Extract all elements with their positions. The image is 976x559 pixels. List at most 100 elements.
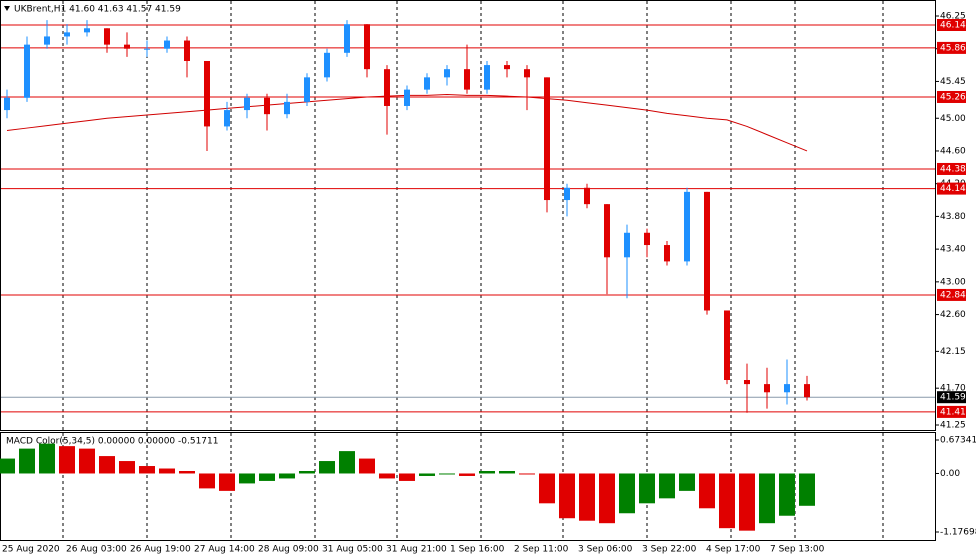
macd-bar <box>439 473 455 475</box>
level-tag <box>937 41 966 54</box>
x-tick-label: 26 Aug 03:00 <box>66 545 127 555</box>
level-label: 45.86 <box>940 43 966 53</box>
macd-bar <box>479 470 495 474</box>
level-label: 45.26 <box>940 92 966 102</box>
candle-body <box>804 384 810 398</box>
candle-body <box>644 232 650 246</box>
macd-bar <box>659 473 675 499</box>
macd-bar <box>379 473 395 479</box>
level-tag <box>937 182 966 195</box>
x-tick-label: 28 Aug 09:00 <box>258 545 319 555</box>
candle-body <box>104 28 110 45</box>
level-tag <box>937 405 966 418</box>
candle-body <box>664 245 670 262</box>
current-price-tag <box>937 391 966 404</box>
candle-body <box>684 191 690 262</box>
macd-bar <box>679 473 695 491</box>
macd-bar <box>79 448 95 474</box>
macd-bar <box>759 473 775 524</box>
candle-body <box>624 232 630 258</box>
x-tick-label: 31 Aug 21:00 <box>386 545 447 555</box>
x-tick-label: 25 Aug 2020 <box>2 545 60 555</box>
candle-body <box>704 191 710 311</box>
x-tick-label: 7 Sep 13:00 <box>770 545 825 555</box>
macd-bar <box>39 443 55 474</box>
macd-bar <box>539 473 555 504</box>
y-tick-label: 43.80 <box>940 212 966 222</box>
x-tick-label: 3 Sep 06:00 <box>578 545 633 555</box>
candle-body <box>524 69 530 78</box>
x-tick-label: 31 Aug 05:00 <box>322 545 383 555</box>
candle-body <box>784 384 790 393</box>
level-tag <box>937 90 966 103</box>
macd-bar <box>119 461 135 474</box>
candle-body <box>364 24 370 70</box>
candle-body <box>44 36 50 45</box>
menu-arrow[interactable] <box>4 6 10 11</box>
candle-body <box>184 40 190 61</box>
candle-body <box>584 187 590 205</box>
candle-body <box>724 310 730 381</box>
candle-body <box>344 24 350 53</box>
candle-body <box>144 48 150 50</box>
macd-panel <box>0 432 936 541</box>
macd-bar <box>699 473 715 509</box>
macd-bar <box>319 461 335 474</box>
candle-body <box>604 204 610 258</box>
x-tick-label: 26 Aug 19:00 <box>130 545 191 555</box>
candle-body <box>324 52 330 78</box>
macd-bar <box>459 473 475 476</box>
candle-body <box>164 40 170 49</box>
y-tick-label: 43.40 <box>940 245 966 255</box>
macd-bar <box>299 470 315 474</box>
chart-title: UKBrent,H1 41.60 41.63 41.57 41.59 <box>14 5 181 15</box>
macd-bar <box>519 473 535 475</box>
y-tick-label: 46.25 <box>940 12 966 22</box>
macd-bar <box>499 470 515 474</box>
y-tick-label: 42.60 <box>940 310 966 320</box>
y-tick-label: 44.60 <box>940 146 966 156</box>
macd-y-tick-label: 0.67341 <box>940 436 976 446</box>
candle-body <box>544 77 550 201</box>
candle-body <box>464 69 470 90</box>
macd-bar <box>159 468 175 474</box>
candle-body <box>264 97 270 115</box>
macd-bar <box>239 473 255 484</box>
macd-bar <box>739 473 755 531</box>
candle-body <box>244 97 250 111</box>
macd-bar <box>0 458 15 474</box>
candle-body <box>444 69 450 78</box>
x-tick-label: 27 Aug 14:00 <box>194 545 255 555</box>
macd-bar <box>719 473 735 529</box>
macd-bar <box>559 473 575 519</box>
candle-body <box>204 60 210 127</box>
candle-body <box>384 69 390 106</box>
y-tick-label: 45.00 <box>940 114 966 124</box>
candle-body <box>404 89 410 106</box>
macd-bar <box>179 470 195 474</box>
macd-bar <box>399 473 415 481</box>
y-tick-label: 41.25 <box>940 421 966 431</box>
macd-bar <box>779 473 795 516</box>
macd-bar <box>199 473 215 489</box>
candle-body <box>504 65 510 70</box>
x-tick-label: 4 Sep 17:00 <box>706 545 761 555</box>
level-label: 44.38 <box>940 164 966 174</box>
macd-bar <box>359 458 375 474</box>
x-tick-label: 2 Sep 11:00 <box>514 545 569 555</box>
macd-bar <box>59 446 75 474</box>
candle-body <box>84 28 90 33</box>
y-tick-label: 45.45 <box>940 77 966 87</box>
candle-body <box>24 44 30 98</box>
macd-y-tick-label: 0.00 <box>940 469 960 479</box>
level-label: 41.41 <box>940 407 966 417</box>
x-tick-label: 3 Sep 22:00 <box>642 545 697 555</box>
macd-bar <box>639 473 655 504</box>
macd-y-tick-label: -1.17698 <box>940 528 976 538</box>
macd-bar <box>99 456 115 474</box>
macd-bar <box>799 473 815 506</box>
macd-bar <box>219 473 235 491</box>
macd-bar <box>419 473 435 476</box>
level-tag <box>937 18 966 31</box>
